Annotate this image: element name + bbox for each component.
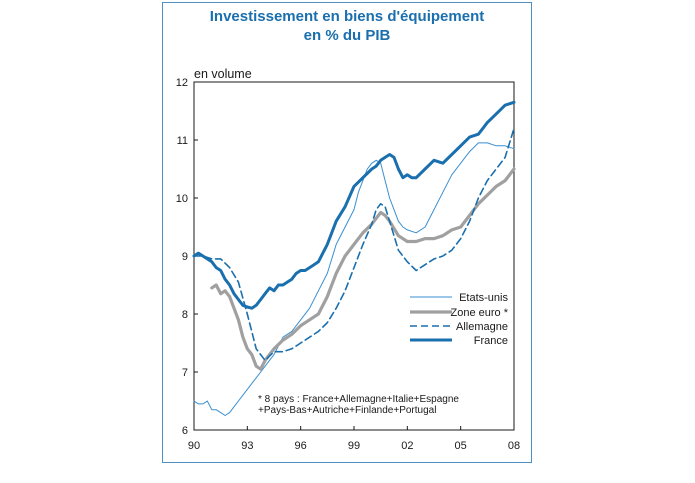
- legend-label-zone-euro: Zone euro *: [451, 307, 509, 319]
- x-tick-label-6: 08: [508, 440, 520, 452]
- chart-title-line-2: en % du PIB: [303, 27, 391, 44]
- plot-area: [193, 81, 515, 431]
- x-tick-label-5: 05: [455, 440, 467, 452]
- x-ticks: 90 93 96 99 02 05 08: [188, 426, 520, 452]
- note-line-2: +Pays-Bas+Autriche+Finlande+Portugal: [258, 405, 436, 416]
- y-tick-label-6: 12: [176, 77, 188, 89]
- chart-frame: Investissement en biens d'équipement en …: [162, 2, 532, 463]
- chart-title: Investissement en biens d'équipement en …: [163, 7, 531, 45]
- chart-title-line-1: Investissement en biens d'équipement: [209, 8, 485, 25]
- legend-label-allemagne: Allemagne: [456, 321, 508, 333]
- y-tick-label-1: 7: [182, 367, 188, 379]
- series-zone-euro-line: [210, 167, 516, 371]
- y-tick-label-3: 9: [182, 251, 188, 263]
- y-axis-label: en volume: [194, 67, 252, 81]
- legend-label-france: France: [474, 335, 508, 347]
- y-tick-label-0: 6: [182, 425, 188, 437]
- series-group: [192, 100, 516, 416]
- x-tick-label-4: 02: [401, 440, 413, 452]
- y-tick-label-2: 8: [182, 309, 188, 321]
- series-france-line: [192, 100, 516, 310]
- legend: Etats-unis Zone euro * Allemagne France: [410, 292, 509, 347]
- series-etats-unis-line: [193, 142, 515, 416]
- legend-label-etats-unis: Etats-unis: [459, 292, 508, 304]
- y-tick-label-4: 10: [176, 193, 188, 205]
- x-tick-label-3: 99: [348, 440, 360, 452]
- x-tick-label-2: 96: [295, 440, 307, 452]
- note-line-1: * 8 pays : France+Allemagne+Italie+Espag…: [258, 394, 459, 405]
- series-allemagne-line: [193, 127, 515, 362]
- x-tick-label-0: 90: [188, 440, 200, 452]
- y-tick-label-5: 11: [177, 135, 188, 147]
- x-tick-label-1: 93: [241, 440, 253, 452]
